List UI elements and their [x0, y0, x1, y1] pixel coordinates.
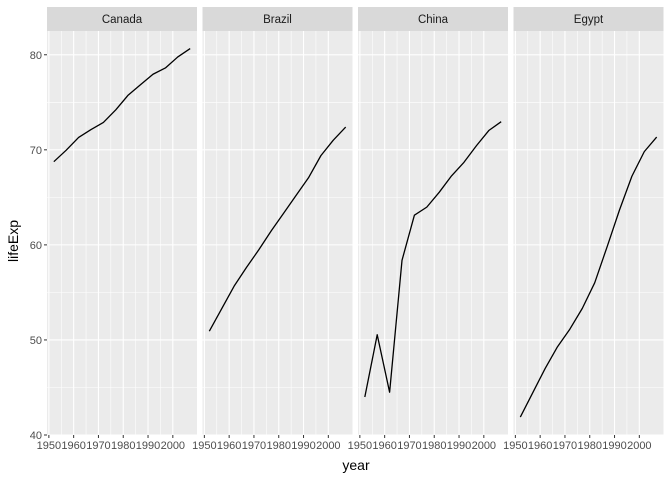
x-tick-label: 1980 [577, 440, 601, 452]
series-line-china [364, 121, 502, 398]
x-tick-label: 1990 [291, 440, 315, 452]
x-tick-label: 1960 [61, 440, 85, 452]
facet-china: China [358, 7, 508, 436]
x-tick-label: 1960 [372, 440, 396, 452]
facet-strip [202, 7, 353, 31]
facet-strip [358, 7, 508, 31]
x-tick-label: 1950 [192, 440, 216, 452]
x-tick-label: 2000 [472, 440, 496, 452]
y-tick-label: 60 [30, 240, 42, 252]
x-tick-label: 2000 [316, 440, 340, 452]
facet-strip-label: China [418, 14, 449, 26]
x-axis-canada: 1950 1960 1970 1980 1990 2000 [37, 435, 185, 452]
x-tick-label: 1990 [136, 440, 160, 452]
x-axis-china: 1950 1960 1970 1980 1990 2000 [348, 435, 496, 452]
x-axes: 1950 1960 1970 1980 1990 2000 1950 1960 1970 1980… [37, 435, 652, 452]
x-axis-brazil: 1950 1960 1970 1980 1990 2000 [192, 435, 341, 452]
x-tick-label: 2000 [161, 440, 185, 452]
x-tick-label: 2000 [627, 440, 651, 452]
series-line-canada [53, 48, 191, 163]
x-axis-title: year [342, 457, 370, 473]
x-tick-label: 1950 [37, 440, 61, 452]
panel-background [202, 31, 353, 435]
x-tick-label: 1990 [447, 440, 471, 452]
x-axis-egypt: 1950 1960 1970 1980 1990 2000 [503, 435, 652, 452]
x-tick-label: 1970 [242, 440, 266, 452]
x-tick-label: 1970 [86, 440, 110, 452]
x-tick-label: 1960 [528, 440, 552, 452]
series-line-egypt [519, 136, 658, 418]
x-tick-label: 1980 [111, 440, 135, 452]
facet-strip-label: Canada [102, 14, 143, 26]
y-axis: 40 50 60 70 80 [30, 50, 47, 442]
facet-brazil: Brazil [202, 7, 353, 436]
x-tick-label: 1970 [553, 440, 577, 452]
facet-strip [513, 7, 664, 31]
y-tick-label: 50 [30, 335, 42, 347]
x-tick-label: 1960 [217, 440, 241, 452]
facet-strip [47, 7, 197, 31]
facet-panels: Canada Brazil China Egypt [47, 7, 664, 436]
facet-strip-label: Egypt [574, 14, 604, 26]
y-tick-label: 40 [30, 430, 42, 442]
series-line-brazil [208, 126, 347, 332]
x-tick-label: 1970 [397, 440, 421, 452]
panel-background [513, 31, 664, 435]
panel-background [358, 31, 508, 435]
x-tick-label: 1990 [602, 440, 626, 452]
facet-canada: Canada [47, 7, 197, 436]
x-tick-label: 1980 [422, 440, 446, 452]
panel-background [47, 31, 197, 435]
y-tick-label: 70 [30, 145, 42, 157]
x-tick-label: 1950 [348, 440, 372, 452]
x-tick-label: 1950 [503, 440, 527, 452]
y-tick-label: 80 [30, 50, 42, 62]
y-axis-title: lifeExp [5, 220, 21, 262]
facet-egypt: Egypt [513, 7, 664, 436]
x-tick-label: 1980 [266, 440, 290, 452]
facet-strip-label: Brazil [263, 14, 292, 26]
